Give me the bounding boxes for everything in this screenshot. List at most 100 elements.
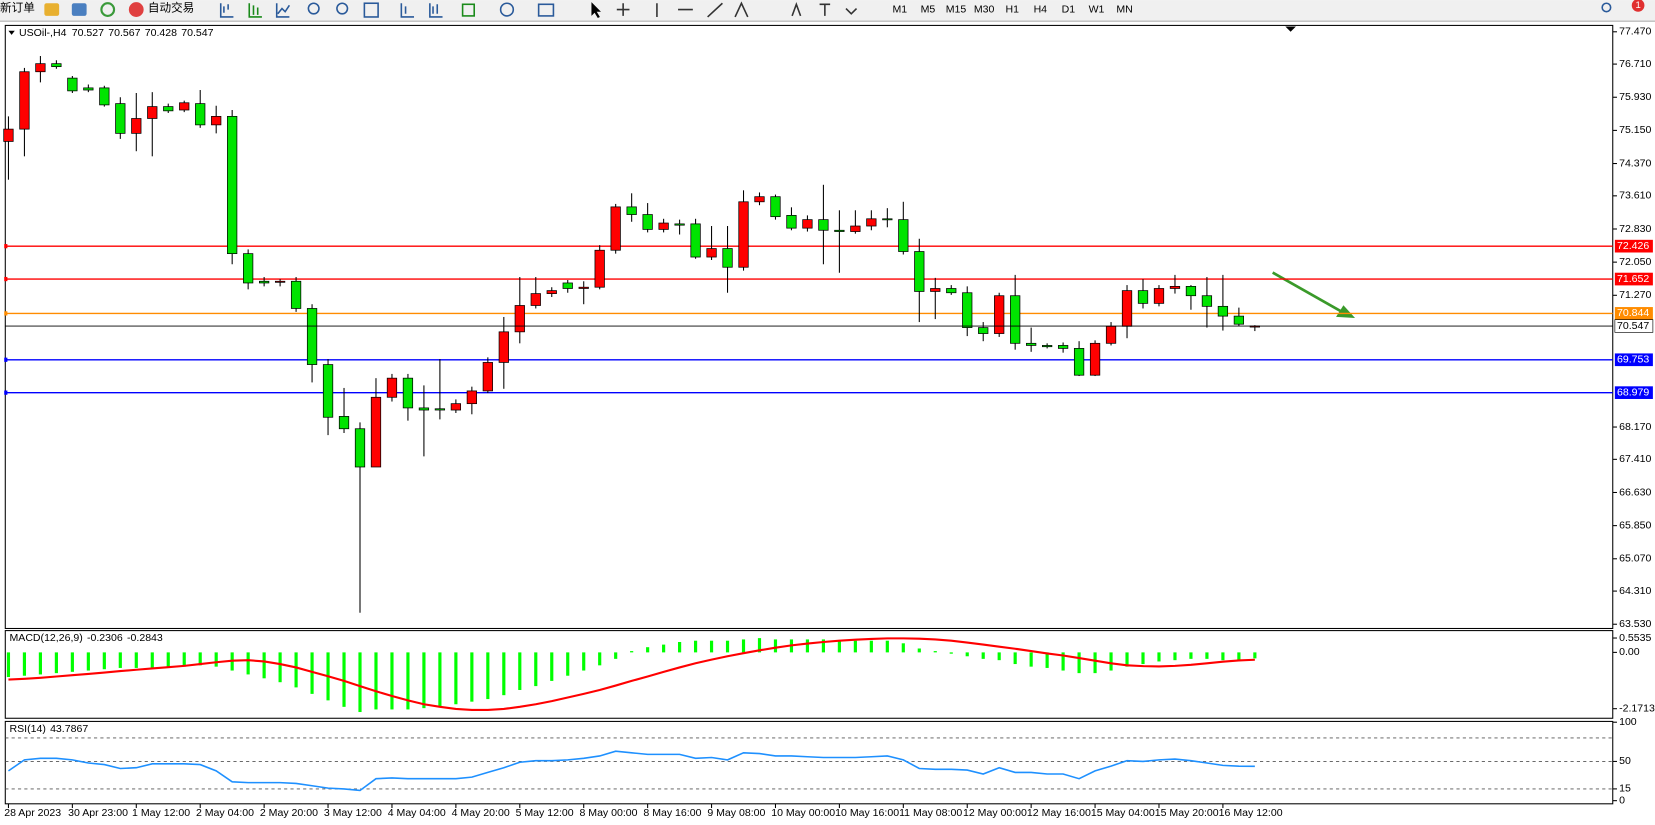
y-tick-label: -2.1713 [1619,702,1655,714]
macd-bar [150,652,154,668]
macd-bar [470,652,474,702]
timeframe-button[interactable]: MN [1116,3,1132,15]
periods-icon[interactable] [499,2,515,17]
macd-bar [757,638,762,653]
cursor-icon[interactable] [591,2,601,19]
macd-bar [406,652,410,710]
notification-badge[interactable] [1631,0,1645,12]
macd-bar [214,652,218,667]
icon[interactable] [71,3,87,16]
macd-bar [102,652,106,670]
templates-icon[interactable] [537,3,555,17]
icon[interactable] [44,3,60,16]
timeframe-button[interactable]: D1 [1062,3,1076,15]
text-icons[interactable] [791,1,858,17]
crosshair-icon[interactable] [616,3,630,16]
level-label-bg [1614,307,1653,320]
macd-last: -0.2306 [87,632,123,644]
x-tick-label: 16 May 12:00 [1219,807,1283,819]
candle-body [1026,342,1037,346]
timeframe-button[interactable]: H1 [1005,3,1019,15]
bar-chart-icon[interactable] [219,3,234,18]
level-label: 68.979 [1617,386,1649,398]
x-tick-label: 11 May 08:00 [899,807,962,819]
macd-bar [374,652,378,710]
auto-trading-button[interactable]: 自动交易 [148,1,194,15]
timeframe-button[interactable]: M5 [921,3,936,15]
timeframe-button[interactable]: M15 [946,3,967,15]
rsi-header: RSI(14) 43.7867 [10,723,89,735]
macd-bar [1109,652,1113,671]
candle-body [115,103,126,134]
x-tick-label: 4 May 20:00 [452,807,510,819]
macd-bar [837,640,841,653]
y-tick-label: 73.610 [1619,190,1651,202]
timeframe-button[interactable]: H4 [1034,3,1048,15]
candle-body [1217,305,1229,317]
candle-body [322,364,334,418]
macd-bar [949,652,953,654]
level-label: 72.426 [1617,240,1649,252]
candle-body [658,222,669,230]
zoom-in-icon[interactable] [307,2,320,15]
y-tick-label: 67.410 [1619,453,1651,465]
candle-body [243,253,254,284]
y-tick-label: 75.150 [1619,124,1651,136]
candle-body [418,407,430,411]
toolbar: 新订单 自动交易 1 M1 M5 M15 M30 H1 H4 D1 W1 MN [0,0,1655,22]
level-label-bg [1614,272,1653,286]
price-pane [4,24,1614,630]
macd-bar [358,652,362,713]
macd-bar [646,647,650,653]
y-tick-label: 64.310 [1619,585,1651,597]
candle-body [19,71,30,130]
scroll-icon[interactable] [400,3,415,18]
candle-icon[interactable] [248,3,262,18]
macd-bar [198,652,202,666]
macd-bar [518,652,522,690]
search-icon[interactable] [1601,2,1612,13]
x-tick-label: 8 May 16:00 [643,807,701,819]
macd-bar [997,652,1001,661]
y-tick-label: 50 [1619,755,1631,767]
zoom-out-icon[interactable] [336,2,349,15]
macd-bar [86,652,90,671]
icon[interactable] [100,2,116,17]
macd-bar [1125,652,1129,667]
draw-icons[interactable] [656,1,749,18]
macd-bar [1221,652,1225,661]
macd-bar [566,652,570,676]
candle-body [1153,288,1165,304]
macd-bar [981,652,985,659]
candle-body [882,218,893,221]
candle-body [147,106,158,119]
shift-marker [1285,26,1296,32]
indicators-icon[interactable] [461,3,476,17]
timeframe-button[interactable]: M1 [893,3,908,15]
auto-trading-icon[interactable] [128,2,144,17]
candle-body [450,403,462,411]
tile-icon[interactable] [363,2,379,18]
candle-body [402,377,414,409]
symbol-menu-marker [8,30,15,35]
candle-body [786,215,797,229]
timeframe-button[interactable]: M30 [974,3,995,15]
candle-body [1137,290,1149,304]
shift-icon[interactable] [429,3,443,18]
macd-bar [342,652,346,707]
macd-bar [118,652,122,668]
level-label: 71.652 [1617,273,1649,285]
level-label: 69.753 [1617,354,1649,366]
y-tick-label: 77.470 [1619,26,1651,38]
candle-body [818,219,829,231]
y-tick-label: 63.530 [1619,618,1651,630]
macd-bar [1045,652,1049,668]
candle-body [514,305,525,333]
line-chart-icon[interactable] [275,3,291,18]
timeframe-button[interactable]: W1 [1089,3,1105,15]
candle-body [338,416,350,430]
new-order-button[interactable]: 新订单 [0,1,35,15]
macd-bar [534,652,538,687]
